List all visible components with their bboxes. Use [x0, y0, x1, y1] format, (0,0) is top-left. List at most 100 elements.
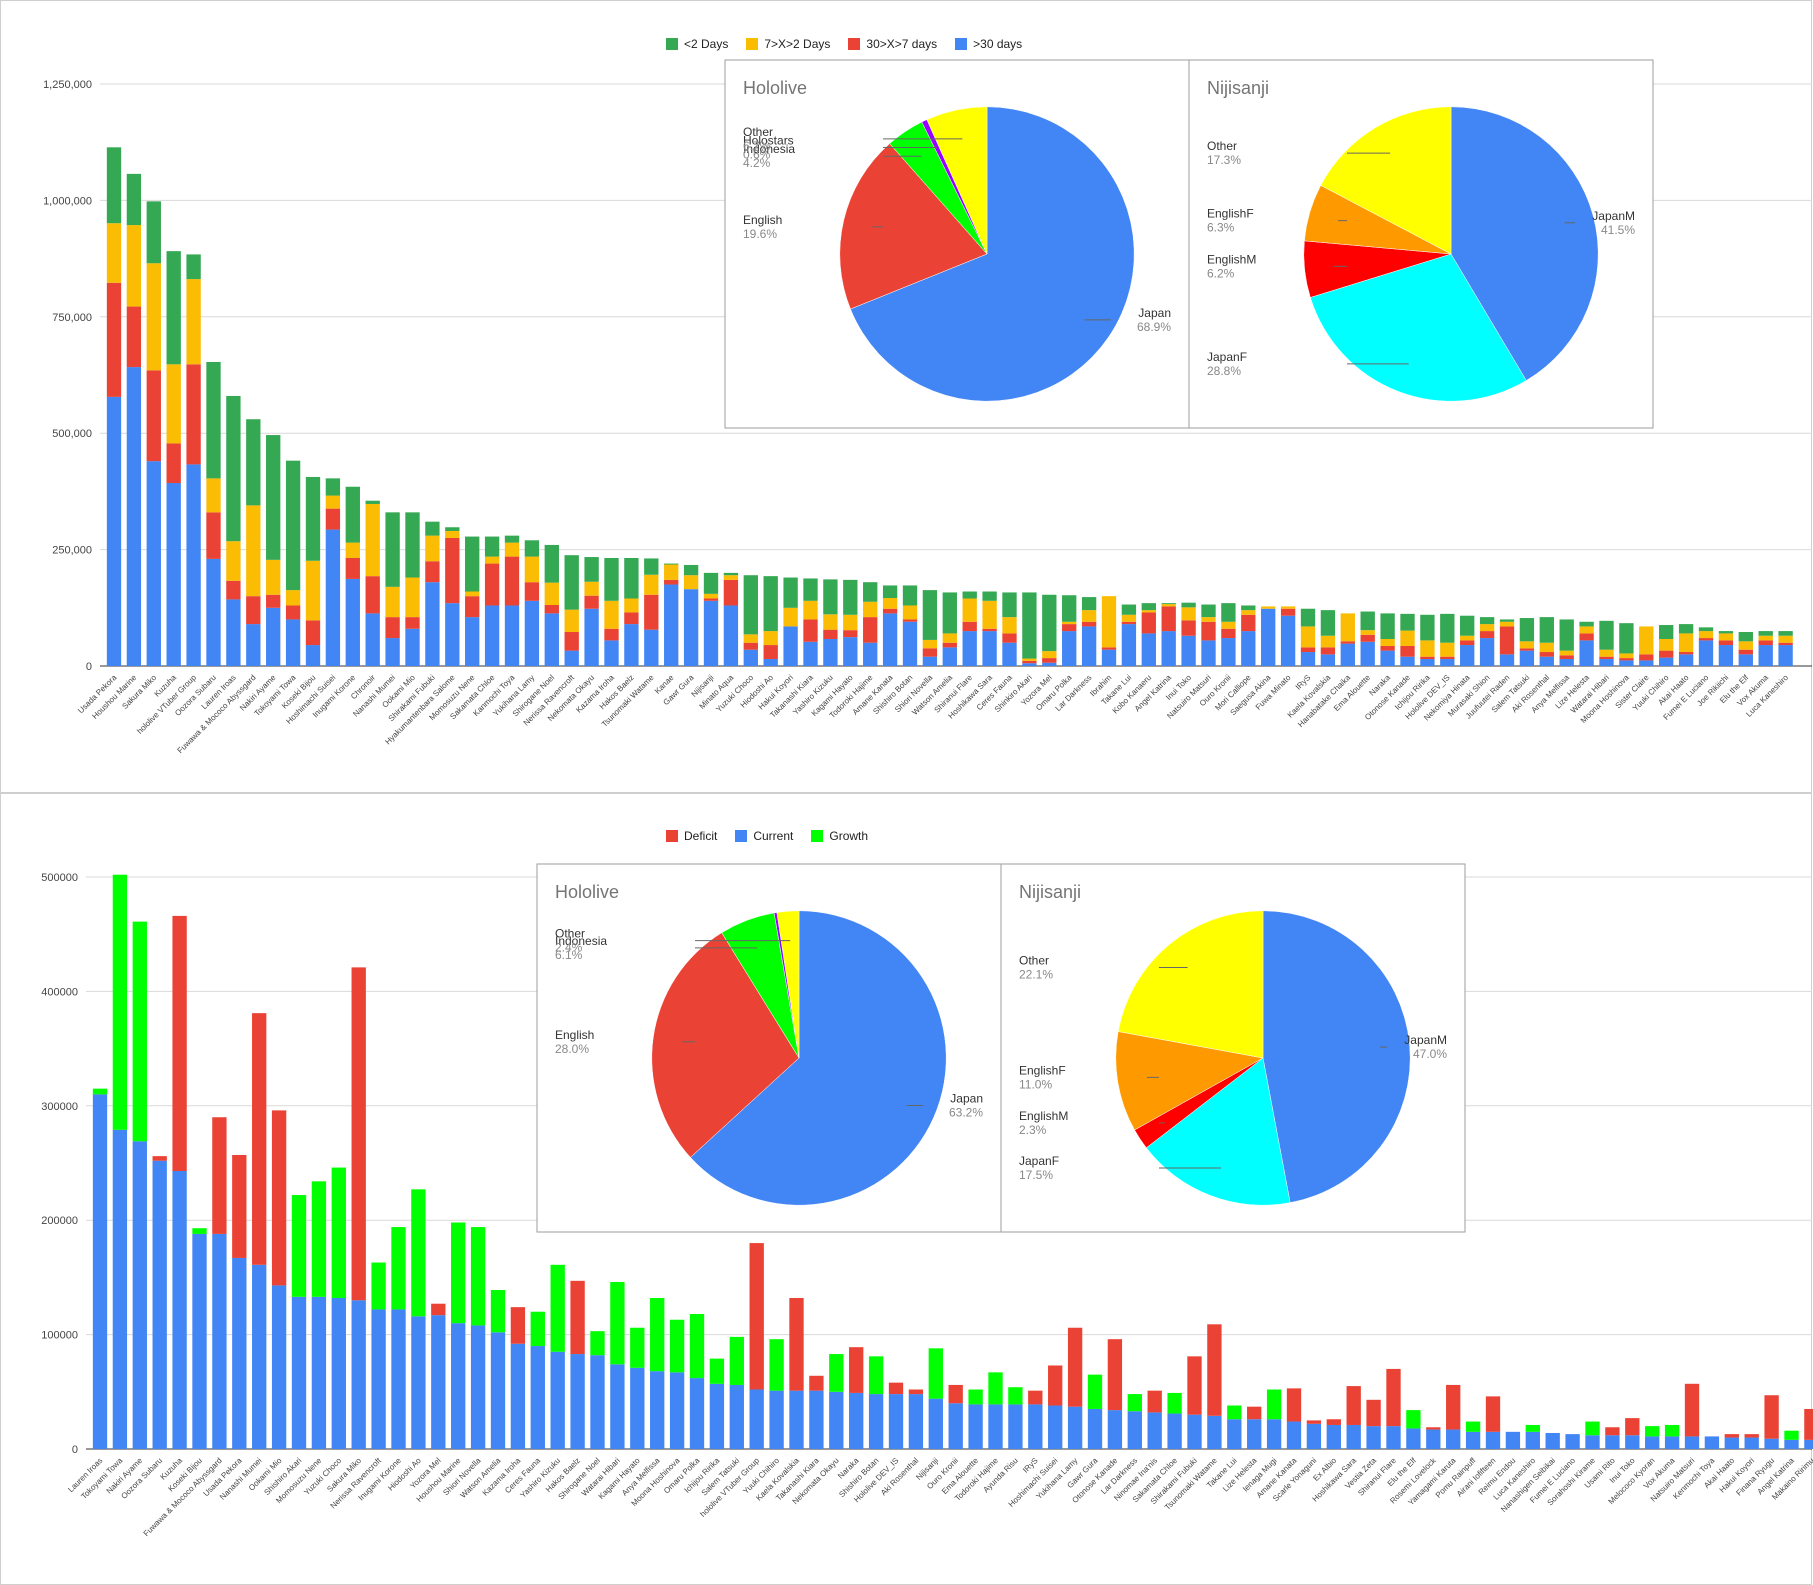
- bar-segment: [325, 508, 341, 530]
- bar-segment: [1221, 603, 1236, 622]
- bar-segment: [325, 478, 341, 496]
- y-tick-label: 100000: [41, 1330, 78, 1342]
- bar-segment: [1639, 626, 1654, 655]
- bar-segment: [1266, 1389, 1282, 1420]
- legend-label: 7>X>2 Days: [764, 37, 831, 51]
- bar-segment: [823, 629, 838, 639]
- bar-segment: [1201, 604, 1216, 618]
- bar-segment: [445, 530, 460, 538]
- bar-segment: [868, 1356, 884, 1395]
- legend-item: <2 Days: [666, 37, 728, 51]
- legend-item: Deficit: [666, 829, 717, 843]
- bar-segment: [1619, 658, 1634, 661]
- bar-segment: [411, 1316, 426, 1449]
- bar-segment: [1107, 1339, 1123, 1411]
- bar-segment: [968, 1389, 983, 1405]
- bar-segment: [1300, 608, 1316, 627]
- bar-segment: [1420, 640, 1435, 657]
- bar-segment: [1519, 641, 1535, 649]
- bar-segment: [112, 874, 128, 1130]
- bar-segment: [1320, 635, 1336, 648]
- bar-segment: [504, 542, 520, 557]
- bar-segment: [1380, 650, 1395, 666]
- pie-label: EnglishM: [1207, 252, 1256, 266]
- bar-segment: [783, 626, 798, 666]
- bar-segment: [743, 642, 758, 650]
- bar-segment: [1101, 596, 1117, 648]
- legend-item: 30>X>7 days: [848, 37, 937, 51]
- bar-segment: [445, 603, 460, 666]
- bar-segment: [1121, 604, 1137, 615]
- pie-slice: [926, 106, 988, 255]
- bar-segment: [803, 600, 818, 620]
- bar-segment: [1340, 613, 1355, 642]
- bar-segment: [723, 579, 739, 606]
- bar-segment: [1519, 648, 1535, 651]
- bar-segment: [1221, 628, 1236, 639]
- bar-segment: [1207, 1415, 1222, 1449]
- bar-segment: [1605, 1435, 1620, 1449]
- bar-segment: [172, 915, 187, 1172]
- bar-segment: [1764, 1438, 1779, 1449]
- bar-segment: [212, 1117, 227, 1234]
- bar-segment: [962, 598, 977, 622]
- bar-segment: [106, 147, 122, 224]
- bar-segment: [982, 591, 997, 601]
- bar-segment: [391, 1309, 406, 1449]
- bar-segment: [232, 1154, 247, 1258]
- bar-segment: [411, 1189, 426, 1317]
- y-tick-label: 1,250,000: [43, 79, 92, 91]
- bar-segment: [1141, 633, 1156, 666]
- bar-segment: [305, 620, 321, 646]
- bar-segment: [1738, 641, 1753, 650]
- bar-segment: [809, 1375, 824, 1391]
- legend-label: 30>X>7 days: [866, 37, 938, 51]
- bar-segment: [484, 556, 500, 564]
- bar-segment: [863, 642, 878, 666]
- bar-segment: [1406, 1410, 1421, 1429]
- bar-segment: [843, 614, 858, 631]
- bar-segment: [405, 577, 420, 618]
- bar-segment: [664, 579, 679, 585]
- bar-segment: [729, 1384, 744, 1449]
- bar-segment: [1326, 1424, 1341, 1449]
- bar-segment: [863, 601, 878, 618]
- bar-segment: [1426, 1429, 1441, 1449]
- bar-segment: [1028, 1390, 1043, 1405]
- bar-segment: [1067, 1406, 1083, 1449]
- bar-segment: [1599, 659, 1614, 666]
- bar-segment: [1625, 1418, 1640, 1436]
- bar-segment: [206, 361, 221, 479]
- bar-segment: [1227, 1405, 1242, 1420]
- bar-segment: [106, 396, 122, 666]
- pie-label: Holostars: [743, 133, 794, 147]
- bar-segment: [510, 1343, 526, 1449]
- bar-segment: [345, 486, 360, 543]
- pie-label: Other: [1207, 139, 1237, 153]
- bar-segment: [490, 1332, 506, 1449]
- bar-segment: [1400, 630, 1415, 646]
- bar-segment: [325, 495, 341, 509]
- bar-segment: [1599, 620, 1614, 650]
- bar-segment: [226, 580, 241, 600]
- bar-segment: [451, 1222, 466, 1324]
- bar-segment: [888, 1382, 904, 1395]
- pie-percent: 41.5%: [1601, 223, 1635, 237]
- bar-segment: [1525, 1424, 1540, 1432]
- bar-segment: [630, 1327, 645, 1368]
- bar-segment: [1048, 1405, 1063, 1449]
- bar-segment: [126, 173, 142, 226]
- bar-segment: [1022, 658, 1037, 661]
- bar-segment: [644, 594, 659, 630]
- bar-segment: [445, 527, 460, 531]
- bar-segment: [1221, 638, 1236, 666]
- bar-segment: [212, 1233, 227, 1449]
- bar-segment: [271, 1110, 287, 1286]
- bar-segment: [325, 529, 341, 666]
- bar-segment: [246, 505, 261, 597]
- bar-segment: [1684, 1436, 1700, 1449]
- pie-percent: 17.3%: [1207, 153, 1241, 167]
- bar-segment: [763, 645, 778, 660]
- bar-segment: [783, 607, 798, 627]
- pie-percent: 63.2%: [949, 1105, 983, 1119]
